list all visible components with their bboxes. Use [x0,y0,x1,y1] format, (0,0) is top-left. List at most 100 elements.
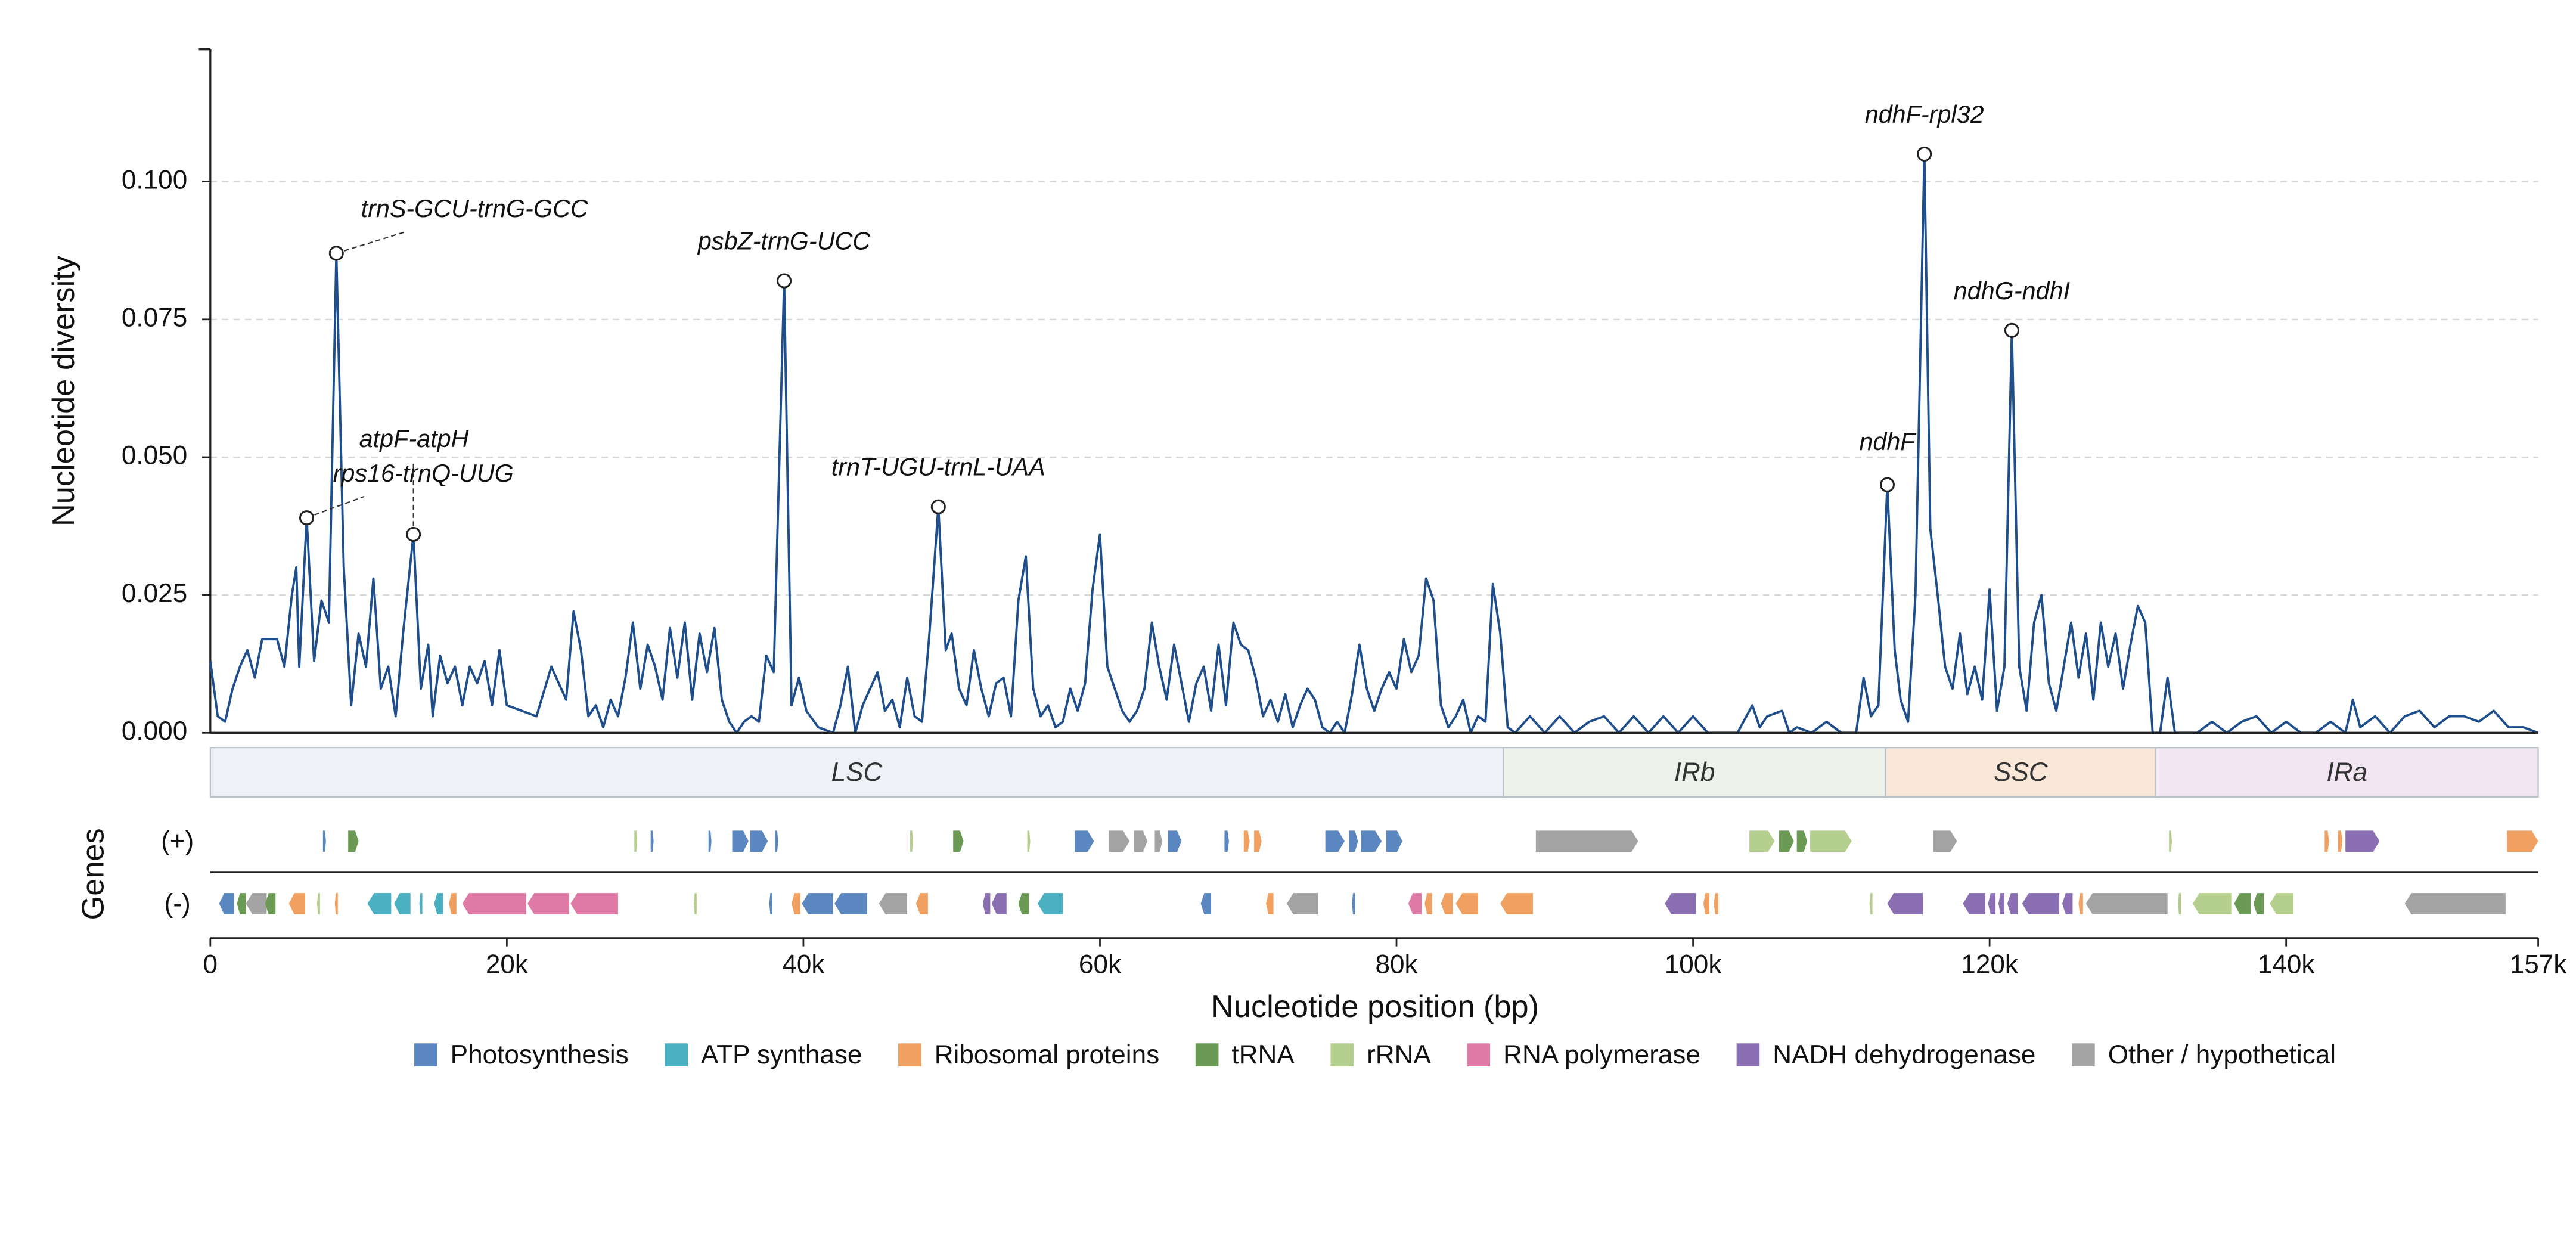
gene [1075,830,1094,852]
annotation-label: ndhF [1859,428,1917,455]
gene [2062,893,2073,914]
gene [1998,893,2004,914]
gene [708,830,712,852]
gene [265,893,276,914]
gene [1018,893,1029,914]
gene [834,893,867,914]
annotation-point [1879,477,1895,492]
gene [1535,830,1638,852]
x-tick-label: 100k [1665,950,1722,979]
gene [910,830,914,852]
legend-swatch [414,1043,437,1066]
annotation-label: trnS-GCU-trnG-GCC [361,195,589,222]
region-label: LSC [831,758,883,787]
genes-label: Genes [76,828,111,920]
gene [2253,893,2264,914]
gene [2338,830,2343,852]
gene [1749,830,1775,852]
legend-label: rRNA [1367,1040,1431,1069]
gene [1796,830,1808,852]
gene [1933,830,1957,852]
strand-label: (+) [161,827,194,856]
gene [322,830,326,852]
gene [1224,830,1229,852]
x-tick-label: 140k [2258,950,2316,979]
gene [2324,830,2329,852]
gene [2507,830,2538,852]
x-tick-label: 120k [1961,950,2019,979]
gene [2007,893,2018,914]
gene [1168,830,1182,852]
gene [1352,893,1355,914]
gene [1779,830,1794,852]
region-label: IRb [1674,758,1715,787]
gene [769,893,772,914]
y-tick-label: 0.025 [122,579,187,608]
gene [1254,830,1262,852]
legend-swatch [1467,1043,1491,1066]
gene [334,893,338,914]
gene [693,893,697,914]
gene [1109,830,1130,852]
gene [1408,893,1422,914]
gene [316,893,320,914]
legend-swatch [665,1043,688,1066]
gene [1869,893,1873,914]
gene [527,893,569,914]
region-label: SSC [1994,758,2049,787]
annotation-leader [336,231,406,254]
gene [367,893,392,914]
region [1503,747,1887,798]
gene [1424,893,1432,914]
annotation-point [2004,322,2019,338]
annotation-point [328,246,344,261]
gene [1134,830,1148,852]
gene [1243,830,1250,852]
x-tick-label: 157k [2510,950,2568,979]
y-tick-label: 0.100 [122,165,187,194]
annotation-label: rps16-trnQ-UUG [333,460,514,487]
x-tick-label: 60k [1079,950,1122,979]
legend-label: ATP synthase [701,1040,862,1069]
annotation-label: ndhF-rpl32 [1865,101,1984,128]
legend-swatch [1736,1043,1760,1066]
legend-label: RNA polymerase [1503,1040,1700,1069]
annotation-leader [306,495,365,519]
gene [1361,830,1382,852]
gene [991,893,1007,914]
gene [237,893,246,914]
x-tick-label: 80k [1375,950,1418,979]
gene [2085,893,2168,914]
x-tick-label: 40k [782,950,825,979]
gene [1154,830,1162,852]
gene [1266,893,1274,914]
gene [879,893,908,914]
annotation-point [406,526,421,542]
annotation-point [930,499,946,514]
gene [1027,830,1031,852]
gene [1988,893,1996,914]
gene [394,893,411,914]
legend-label: Photosynthesis [451,1040,629,1069]
gene [1963,893,1985,914]
gene [750,830,768,852]
gene [2078,893,2083,914]
gene [2404,893,2506,914]
gene [1386,830,1402,852]
annotation-point [1917,146,1932,162]
gene [570,893,618,914]
legend-swatch [1330,1043,1354,1066]
legend-swatch [1195,1043,1219,1066]
annotation-label: ndhG-ndhI [1954,277,2071,305]
gene [792,893,800,914]
gene [449,893,457,914]
gene [634,830,638,852]
annotation-point [299,510,315,526]
gene [1455,893,1478,914]
annotation-label: trnT-UGU-trnL-UAA [831,454,1045,481]
gene [1714,893,1718,914]
gene [288,893,306,914]
gene [1325,830,1345,852]
